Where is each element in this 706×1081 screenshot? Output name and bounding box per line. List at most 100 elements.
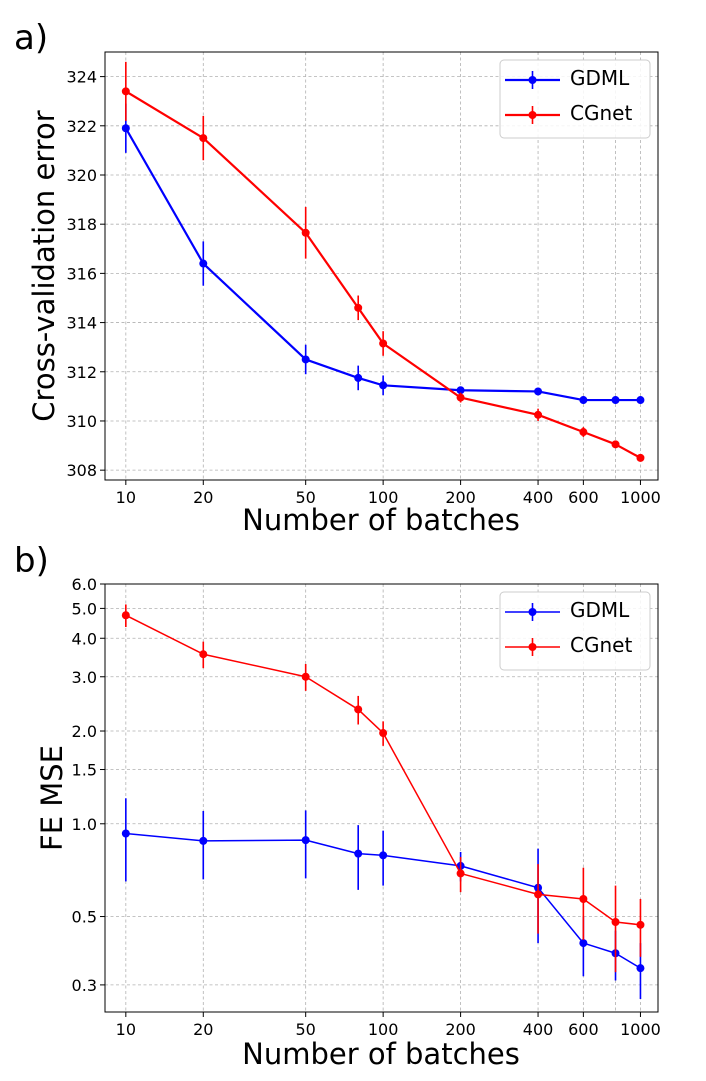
panel-a-cgnet-point <box>579 428 588 437</box>
panel-b-y-tick-label: 2.0 <box>72 722 97 741</box>
panel-b-gdml-point <box>579 939 588 948</box>
panel-a-cgnet-point <box>301 228 310 237</box>
panel-a-y-tick-label: 316 <box>66 264 97 283</box>
panel-b-y-tick-label: 1.5 <box>72 761 97 780</box>
panel-a-axes-frame <box>104 51 659 481</box>
panel-a-y-tick-label: 314 <box>66 314 97 333</box>
panel-b-gdml-point <box>636 964 645 973</box>
panel-a-y-ticks: 308 310 312 314 316 318 320 322 324 <box>66 68 105 480</box>
panel-b-y-tick-label: 3.0 <box>72 668 97 687</box>
panel-b-legend-cgnet: CGnet <box>570 633 632 657</box>
panel-a-label: a) <box>14 18 48 58</box>
panel-a-x-ticks: 10 20 50 100 200 400 600 1000 <box>116 480 661 507</box>
panel-b-legend-gdml: GDML <box>570 598 630 622</box>
panel-a-cgnet-point <box>636 453 645 462</box>
panel-b-y-ticks: 0.3 0.5 1.0 1.5 2.0 3.0 4.0 5.0 6.0 <box>72 575 105 995</box>
panel-a-legend-cgnet: CGnet <box>570 101 632 125</box>
panel-b-gdml-point <box>121 829 130 838</box>
panel-b-y-tick-label: 4.0 <box>72 629 97 648</box>
panel-a-y-tick-label: 308 <box>66 461 97 480</box>
panel-a-legend: GDML CGnet <box>499 59 651 139</box>
panel-a-cgnet-point <box>354 303 363 312</box>
panel-b-cgnet-point <box>579 895 588 904</box>
panel-b-cgnet-point <box>121 611 130 620</box>
panel-b-x-tick-label: 400 <box>523 1020 554 1039</box>
panel-a-gdml-point <box>534 387 543 396</box>
panel-a-cgnet-line <box>125 90 641 459</box>
panel-b-y-axis-label: FE MSE <box>35 745 69 851</box>
panel-a-gdml-point <box>121 124 130 133</box>
panel-a-y-tick-label: 324 <box>66 68 97 87</box>
panel-a-x-tick-label: 20 <box>193 488 213 507</box>
panel-a-gdml-point <box>354 373 363 382</box>
panel-a-gdml-point <box>301 355 310 364</box>
panel-b-cgnet-point <box>611 918 620 927</box>
panel-b-legend-cgnet-swatch <box>505 638 560 656</box>
panel-a-x-tick-label: 1000 <box>620 488 661 507</box>
panel-a-x-tick-label: 600 <box>568 488 599 507</box>
panel-a-y-tick-label: 320 <box>66 166 97 185</box>
panel-b-legend: GDML CGnet <box>499 591 651 671</box>
panel-b-cgnet-point <box>456 869 465 878</box>
panel-b-gdml-point <box>354 849 363 858</box>
panel-b-cgnet-point <box>199 650 208 659</box>
panel-b-cgnet-point <box>636 920 645 929</box>
panel-b-x-axis-label: Number of batches <box>242 1037 520 1071</box>
panel-b-label: b) <box>14 541 49 581</box>
panel-b-x-tick-label: 1000 <box>620 1020 661 1039</box>
panel-b-x-tick-label: 20 <box>193 1020 213 1039</box>
panel-b-series <box>121 604 645 999</box>
panel-a-x-tick-label: 50 <box>295 488 315 507</box>
panel-b-gdml-point <box>379 851 388 860</box>
panel-b-x-ticks: 10 20 50 100 200 400 600 1000 <box>116 1012 661 1039</box>
panel-b-cgnet-point <box>354 705 363 714</box>
panel-b-x-tick-label: 100 <box>368 1020 399 1039</box>
panel-a-cgnet-point <box>456 393 465 402</box>
panel-a-gdml-point <box>379 381 388 390</box>
panel-b: b) 10 20 50 100 200 400 600 1000 0.3 0.5 1.0 1.5 2.… <box>14 541 661 1071</box>
panel-b-y-tick-label: 0.5 <box>72 908 97 927</box>
panel-b-y-tick-label: 0.3 <box>72 976 97 995</box>
panel-a-x-tick-label: 400 <box>523 488 554 507</box>
panel-b-axes-frame <box>104 583 659 1013</box>
panel-a-gdml-point <box>579 396 588 405</box>
panel-b-cgnet-point <box>301 672 310 681</box>
panel-a-cgnet-point <box>611 440 620 449</box>
panel-b-x-tick-label: 200 <box>445 1020 476 1039</box>
panel-a-gdml-point <box>636 396 645 405</box>
panel-b-gdml-point <box>199 836 208 845</box>
panel-b-cgnet-line <box>125 614 641 926</box>
panel-a-y-tick-label: 310 <box>66 412 97 431</box>
panel-b-legend-gdml-swatch <box>505 603 560 621</box>
panel-b-gdml-line <box>125 832 641 969</box>
panel-b-x-tick-label: 10 <box>116 1020 136 1039</box>
panel-b-gdml-point <box>301 836 310 845</box>
panel-b-y-tick-label: 6.0 <box>72 575 97 594</box>
panel-b-y-tick-label: 5.0 <box>72 599 97 618</box>
panel-a-gdml-point <box>611 396 620 405</box>
panel-a-cgnet-point <box>379 339 388 348</box>
panel-b-cgnet-point <box>534 890 543 899</box>
panel-a-legend-cgnet-swatch <box>505 106 560 124</box>
panel-a-series <box>121 61 645 462</box>
panel-a-legend-gdml: GDML <box>570 66 630 90</box>
panel-a-x-tick-label: 10 <box>116 488 136 507</box>
panel-a-y-axis-label: Cross-validation error <box>27 110 61 421</box>
panel-a-legend-gdml-swatch <box>505 71 560 89</box>
panel-a-cgnet-point <box>121 87 130 96</box>
panel-a-y-tick-label: 322 <box>66 117 97 136</box>
panel-a-cgnet-point <box>534 410 543 419</box>
panel-b-x-tick-label: 50 <box>295 1020 315 1039</box>
panel-a-cgnet-point <box>199 134 208 143</box>
panel-b-cgnet-point <box>379 729 388 738</box>
panel-a-x-tick-label: 200 <box>445 488 476 507</box>
panel-a-y-tick-label: 318 <box>66 215 97 234</box>
panel-a-gdml-line <box>124 127 641 402</box>
panel-b-y-tick-label: 1.0 <box>72 815 97 834</box>
panel-a-gdml-point <box>199 259 208 268</box>
panel-b-x-tick-label: 600 <box>568 1020 599 1039</box>
panel-a-x-axis-label: Number of batches <box>242 503 520 537</box>
panel-a-gdml-point <box>456 386 465 395</box>
panel-a: a) 10 20 50 100 200 400 600 1000 308 310 312 314 31… <box>14 18 661 537</box>
